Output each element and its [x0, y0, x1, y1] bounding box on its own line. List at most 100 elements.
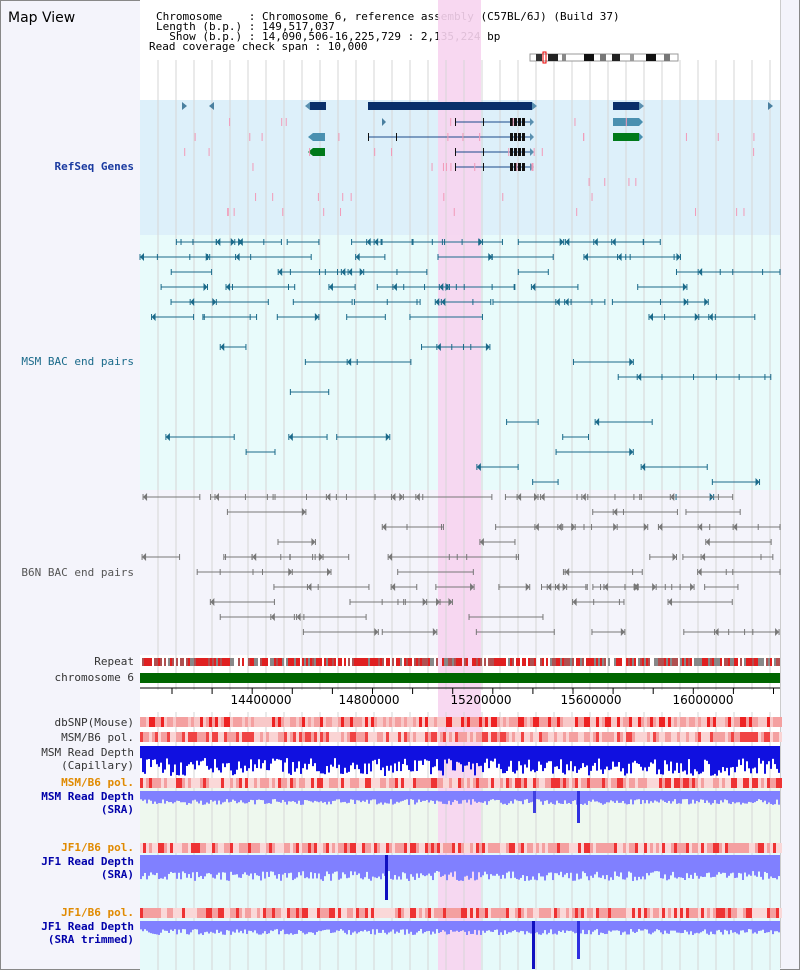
jf1-trimmed-depth-bar	[760, 921, 762, 931]
msm-capillary-depth-bar	[288, 746, 290, 774]
heat-cell	[527, 843, 530, 853]
repeat-feature	[700, 658, 702, 666]
repeat-feature	[580, 658, 582, 666]
jf1-sra-depth-bar	[644, 855, 646, 880]
track-label-msm-bac[interactable]: MSM BAC end pairs	[21, 355, 134, 368]
track-label-msm-depth-capillary[interactable]: MSM Read Depth	[41, 746, 134, 759]
msm-capillary-depth-bar	[328, 746, 330, 773]
jf1-trimmed-depth-bar	[766, 921, 768, 933]
track-label-msm-b6-pol-2[interactable]: MSM/B6 pol.	[61, 776, 134, 789]
msm-capillary-depth-bar	[256, 746, 258, 769]
repeat-feature	[224, 658, 226, 666]
msm-sra-depth-bar	[178, 791, 180, 801]
msm-sra-depth-bar	[242, 791, 244, 803]
jf1-sra-depth-bar	[482, 855, 484, 876]
msm-capillary-depth-bar	[774, 746, 776, 765]
repeat-feature	[142, 658, 144, 666]
heat-cell	[689, 778, 692, 788]
repeat-feature	[250, 658, 252, 666]
jf1-trimmed-depth-bar	[320, 921, 322, 932]
msm-capillary-depth-bar	[212, 746, 214, 773]
msm-sra-depth-bar	[548, 791, 550, 804]
track-label-b6n-bac[interactable]: B6N BAC end pairs	[21, 566, 134, 579]
msm-capillary-depth-bar	[262, 746, 264, 764]
heat-cell	[701, 908, 704, 918]
track-label-msm-b6-pol-1[interactable]: MSM/B6 pol.	[61, 731, 134, 744]
track-label-dbsnp[interactable]: dbSNP(Mouse)	[54, 716, 134, 729]
track-label-refseq[interactable]: RefSeq Genes	[54, 160, 134, 173]
heat-cell	[365, 778, 368, 788]
heat-cell	[647, 717, 650, 727]
heat-cell	[326, 717, 329, 727]
msm-sra-depth-bar	[752, 791, 754, 803]
heat-cell	[305, 908, 308, 918]
heat-cell	[482, 843, 485, 853]
heat-cell	[779, 717, 782, 727]
track-label-msm-depth-sra[interactable]: MSM Read Depth	[41, 790, 134, 803]
heat-cell	[719, 717, 722, 727]
msm-sra-depth-bar	[384, 791, 386, 803]
gene-arrow	[301, 508, 306, 516]
msm-capillary-depth-bar	[496, 746, 498, 768]
msm-sra-depth-bar	[510, 791, 512, 802]
refseq-fragment	[462, 133, 464, 141]
jf1-trimmed-depth-bar	[234, 921, 236, 933]
repeat-feature	[254, 658, 256, 666]
jf1-trimmed-depth-bar	[582, 921, 584, 930]
heat-cell	[734, 843, 737, 853]
heat-cell	[176, 778, 179, 788]
msm-capillary-depth-bar	[504, 746, 506, 774]
heat-cell	[548, 778, 551, 788]
heat-cell	[338, 717, 341, 727]
heat-cell	[389, 717, 392, 727]
repeat-feature	[666, 658, 668, 666]
jf1-sra-depth-bar	[268, 855, 270, 877]
msm-sra-depth-bar	[708, 791, 710, 803]
track-label-jf1-depth-sra[interactable]: JF1 Read Depth	[41, 855, 134, 868]
jf1-trimmed-depth-bar	[156, 921, 158, 935]
heat-cell	[143, 843, 146, 853]
jf1-trimmed-depth-bar	[276, 921, 278, 930]
jf1-sra-depth-bar	[744, 855, 746, 873]
heat-cell	[749, 843, 752, 853]
msm-capillary-depth-bar	[142, 746, 144, 773]
heat-cell	[428, 908, 431, 918]
repeat-feature	[702, 658, 704, 666]
heat-cell	[233, 908, 236, 918]
jf1-trimmed-depth-bar	[246, 921, 248, 934]
msm-sra-depth-bar	[176, 791, 178, 801]
heat-cell	[476, 717, 479, 727]
heat-cell	[641, 717, 644, 727]
heat-cell	[599, 717, 602, 727]
heat-cell	[494, 843, 497, 853]
heat-cell	[407, 908, 410, 918]
heat-cell	[485, 717, 488, 727]
heat-cell	[716, 843, 719, 853]
heat-cell	[173, 717, 176, 727]
heat-cell	[584, 843, 587, 853]
repeat-feature	[492, 658, 494, 666]
jf1-trimmed-depth-bar	[394, 921, 396, 934]
msm-capillary-depth-bar	[492, 746, 494, 762]
msm-capillary-depth-bar	[748, 746, 750, 769]
jf1-sra-depth-bar	[318, 855, 320, 874]
msm-sra-depth-bar	[664, 791, 666, 802]
msm-sra-depth-bar	[520, 791, 522, 802]
track-label-jf1-b6-pol-1[interactable]: JF1/B6 pol.	[61, 841, 134, 854]
track-label-chromosome[interactable]: chromosome 6	[54, 671, 134, 684]
heat-cell	[746, 717, 749, 727]
msm-sra-depth-bar	[194, 791, 196, 800]
heat-cell	[308, 778, 311, 788]
track-label-jf1-b6-pol-2[interactable]: JF1/B6 pol.	[61, 906, 134, 919]
msm-capillary-depth-bar	[472, 746, 474, 764]
jf1-trimmed-depth-bar	[388, 921, 390, 933]
msm-sra-depth-bar	[380, 791, 382, 803]
track-label-repeat[interactable]: Repeat	[94, 655, 134, 668]
msm-capillary-depth-bar	[708, 746, 710, 765]
jf1-sra-depth-bar	[262, 855, 264, 872]
heat-cell	[464, 778, 467, 788]
heat-cell	[200, 778, 203, 788]
track-label-jf1-depth-trimmed[interactable]: JF1 Read Depth	[41, 920, 134, 933]
heat-cell	[635, 778, 638, 788]
